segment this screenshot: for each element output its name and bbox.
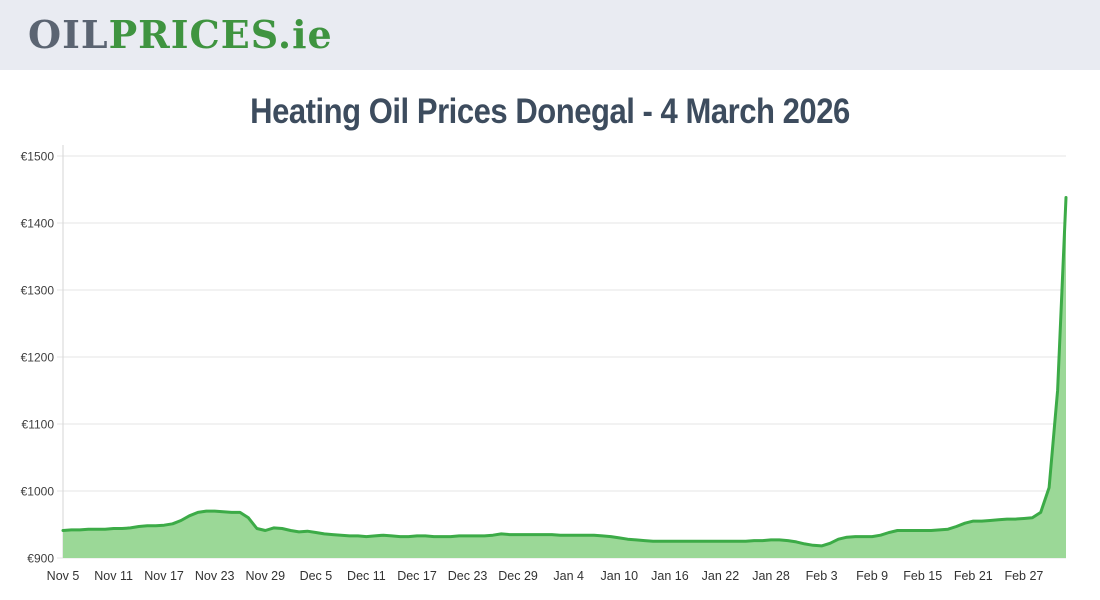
x-axis-tick-label: Nov 11 xyxy=(94,569,133,583)
x-axis-tick-label: Nov 17 xyxy=(144,569,184,583)
y-axis-tick-label: €1000 xyxy=(21,485,55,499)
site-header: OILPRICES.ie xyxy=(0,0,1100,70)
page-title: Heating Oil Prices Donegal - 4 March 202… xyxy=(250,90,850,131)
x-axis-tick-label: Feb 27 xyxy=(1004,569,1043,583)
x-axis-tick-label: Jan 22 xyxy=(702,569,740,583)
y-axis-tick-label: €900 xyxy=(27,552,54,566)
x-axis-tick-label: Jan 16 xyxy=(651,569,689,583)
x-axis-tick-label: Nov 23 xyxy=(195,569,235,583)
y-axis-tick-label: €1200 xyxy=(21,351,55,365)
y-axis-tick-label: €1400 xyxy=(21,217,55,231)
y-axis-tick-label: €1100 xyxy=(22,418,55,432)
x-axis-tick-label: Dec 29 xyxy=(498,569,538,583)
price-line xyxy=(61,196,1068,548)
x-axis-tick-label: Feb 9 xyxy=(856,569,888,583)
price-area xyxy=(63,197,1066,558)
x-axis-tick-label: Jan 28 xyxy=(752,569,790,583)
logo-text-prices: PRICES xyxy=(108,12,278,57)
logo-text-oil: OIL xyxy=(28,12,109,57)
x-axis-tick-label: Dec 17 xyxy=(397,569,437,583)
x-axis-tick-label: Dec 11 xyxy=(347,569,386,583)
x-axis-tick-label: Feb 3 xyxy=(806,569,838,583)
x-axis-tick-label: Jan 10 xyxy=(601,569,639,583)
x-axis-tick-label: Jan 4 xyxy=(553,569,584,583)
price-chart-svg[interactable]: €900 €1000 €1100 €1200 €1300 €1400 €1500 Nov 5 N… xyxy=(0,134,1100,600)
x-axis-tick-label: Feb 15 xyxy=(903,569,942,583)
x-axis-tick-label: Nov 5 xyxy=(47,569,80,583)
y-axis-tick-label: €1300 xyxy=(21,284,55,298)
x-axis-tick-label: Dec 5 xyxy=(300,569,333,583)
x-axis-tick-label: Feb 21 xyxy=(954,569,993,583)
x-axis-tick-label: Dec 23 xyxy=(448,569,488,583)
oilprices-logo[interactable]: OILPRICES.ie xyxy=(28,16,333,54)
y-axis-tick-label: €1500 xyxy=(21,150,55,164)
logo-text-ie: .ie xyxy=(277,12,333,57)
x-axis-tick-label: Nov 29 xyxy=(245,569,285,583)
